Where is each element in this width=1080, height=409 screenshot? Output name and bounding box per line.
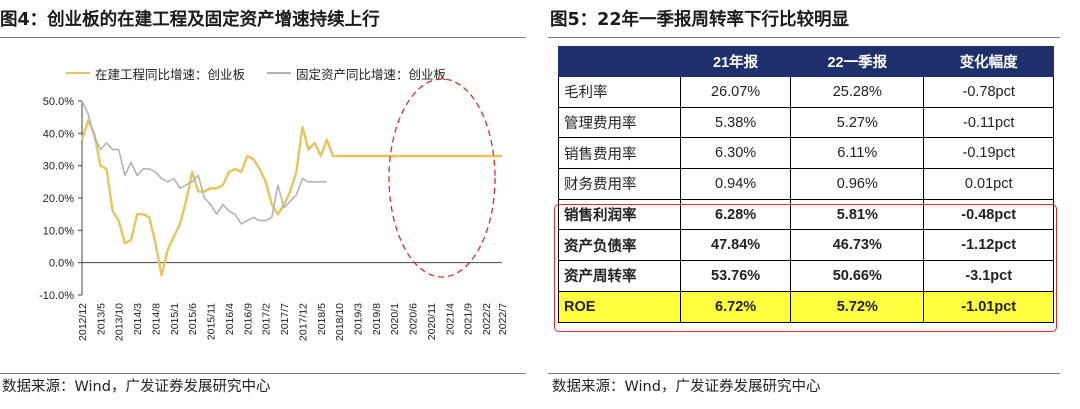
- row-metric: 资产周转率: [558, 260, 681, 292]
- row-21-value: 6.30%: [679, 137, 792, 170]
- x-tick-label: 2017/7: [279, 303, 291, 335]
- x-tick-label: 2020/11: [426, 303, 438, 340]
- legend-label-fixed-assets: 固定资产同比增速：创业板: [296, 66, 447, 82]
- y-tick-label: 50.0%: [43, 96, 74, 108]
- row-metric: 资产负债率: [558, 229, 681, 262]
- x-tick-label: 2022/2: [481, 303, 493, 335]
- legend-item-fixed-assets: 固定资产同比增速：创业板: [267, 64, 446, 83]
- x-tick-label: 2022/7: [497, 303, 509, 335]
- row-22q1-value: 46.73%: [790, 229, 925, 262]
- table-row-roe: ROE 6.72% 5.72% -1.01pct: [558, 290, 1054, 323]
- x-tick-label: 2019/3: [353, 303, 365, 335]
- x-tick-label: 2017/12: [297, 303, 309, 341]
- source-divider-right: [548, 373, 1060, 374]
- row-metric: ROE: [558, 290, 681, 323]
- row-change: -0.11pct: [923, 106, 1054, 139]
- x-tick-label: 2015/6: [187, 303, 199, 335]
- x-tick-label: 2021/4: [444, 303, 456, 335]
- row-metric: 销售费用率: [558, 137, 681, 170]
- row-21-value: 0.94%: [679, 168, 792, 200]
- x-tick-label: 2013/10: [114, 303, 126, 341]
- x-tick-label: 2015/11: [206, 303, 218, 340]
- table-row: 财务费用率 0.94% 0.96% 0.01pct: [558, 168, 1054, 200]
- x-tick-label: 2018/5: [316, 303, 328, 335]
- table-row: 销售费用率 6.30% 6.11% -0.19pct: [558, 137, 1054, 170]
- row-metric: 毛利率: [558, 76, 681, 108]
- row-21-value: 6.72%: [679, 290, 792, 323]
- row-metric: 财务费用率: [558, 168, 681, 200]
- table-row: 毛利率 26.07% 25.28% -0.78pct: [558, 76, 1054, 108]
- row-change: -3.1pct: [923, 260, 1054, 292]
- left-figure: 图4：创业板的在建工程及固定资产增速持续上行 在建工程同比增速：创业板 固定资产…: [0, 0, 528, 409]
- table-row: 管理费用率 5.38% 5.27% -0.11pct: [558, 106, 1054, 139]
- row-21-value: 26.07%: [679, 76, 792, 108]
- chart-legend: 在建工程同比增速：创业板 固定资产同比增速：创业板: [66, 63, 468, 83]
- header-22-q1: 22一季报: [790, 46, 925, 77]
- title-divider: [0, 37, 526, 38]
- header-metric: [558, 46, 681, 77]
- x-tick-label: 2018/10: [334, 303, 346, 341]
- row-change: -0.78pct: [923, 76, 1054, 108]
- legend-label-construction: 在建工程同比增速：创业板: [95, 66, 246, 82]
- header-change: 变化幅度: [923, 46, 1054, 77]
- row-21-value: 5.38%: [679, 106, 792, 139]
- row-metric: 管理费用率: [558, 106, 681, 139]
- x-tick-label: 2012/12: [77, 303, 89, 341]
- row-22q1-value: 6.11%: [790, 137, 925, 170]
- row-22q1-value: 25.28%: [790, 76, 925, 108]
- series-construction-line: [80, 119, 502, 277]
- x-tick-label: 2021/9: [463, 303, 475, 335]
- legend-swatch-construction: [66, 72, 90, 74]
- line-chart: -10.0% 0.0% 10.0% 20.0% 30.0% 40.0% 50.0% 2012/…: [39, 78, 509, 341]
- x-tick-label: 2016/4: [224, 303, 236, 335]
- row-22q1-value: 5.72%: [790, 290, 925, 323]
- y-tick-label: 0.0%: [49, 258, 74, 270]
- title-divider-right: [548, 37, 1060, 38]
- figure-4-source: 数据来源：Wind，广发证券发展研究中心: [2, 379, 271, 395]
- legend-swatch-fixed-assets: [267, 72, 292, 74]
- x-tick-label: 2013/5: [95, 303, 107, 335]
- row-22q1-value: 0.96%: [790, 168, 925, 200]
- row-change: -1.12pct: [923, 229, 1054, 262]
- row-21-value: 47.84%: [679, 229, 792, 262]
- row-change: 0.01pct: [923, 168, 1054, 200]
- row-change: -0.19pct: [923, 137, 1054, 170]
- series-fixed-assets-line: [81, 100, 327, 225]
- y-tick-label: 10.0%: [43, 225, 74, 237]
- annotation-ellipse: [388, 78, 496, 278]
- figure-5-title: 图5：22年一季报周转率下行比较明显: [550, 10, 850, 30]
- header-21-annual: 21年报: [679, 46, 792, 77]
- table-row: 资产负债率 47.84% 46.73% -1.12pct: [558, 229, 1054, 262]
- legend-item-construction: 在建工程同比增速：创业板: [66, 64, 245, 83]
- figure-4-title: 图4：创业板的在建工程及固定资产增速持续上行: [0, 10, 380, 30]
- highlight-box: [554, 204, 1057, 332]
- source-divider: [0, 373, 526, 374]
- x-tick-label: 2019/8: [371, 303, 383, 335]
- x-tick-label: 2020/6: [408, 303, 420, 335]
- y-tick-label: 40.0%: [43, 128, 74, 140]
- row-22q1-value: 50.66%: [790, 260, 925, 292]
- y-tick-label: 20.0%: [43, 193, 74, 205]
- x-tick-label: 2015/1: [169, 303, 181, 335]
- y-tick-label: 30.0%: [43, 161, 74, 173]
- x-tick-label: 2020/1: [389, 303, 401, 335]
- ratio-table: 21年报 22一季报 变化幅度 毛利率 26.07% 25.28% -0.78p…: [558, 46, 1054, 323]
- table-header-row: 21年报 22一季报 变化幅度: [558, 46, 1054, 77]
- right-figure: 图5：22年一季报周转率下行比较明显 21年报 22一季报 变化幅度 毛利率 2…: [548, 0, 1080, 409]
- y-tick-label: -10.0%: [39, 290, 74, 302]
- x-tick-label: 2014/3: [132, 303, 144, 335]
- row-22q1-value: 5.27%: [790, 106, 925, 139]
- row-change: -1.01pct: [923, 290, 1054, 323]
- x-tick-label: 2017/2: [261, 303, 273, 335]
- x-tick-label: 2016/9: [242, 303, 254, 335]
- x-tick-label: 2014/8: [150, 303, 162, 335]
- figure-5-source: 数据来源：Wind，广发证券发展研究中心: [552, 379, 821, 395]
- table-row: 资产周转率 53.76% 50.66% -3.1pct: [558, 260, 1054, 292]
- row-21-value: 53.76%: [679, 260, 792, 292]
